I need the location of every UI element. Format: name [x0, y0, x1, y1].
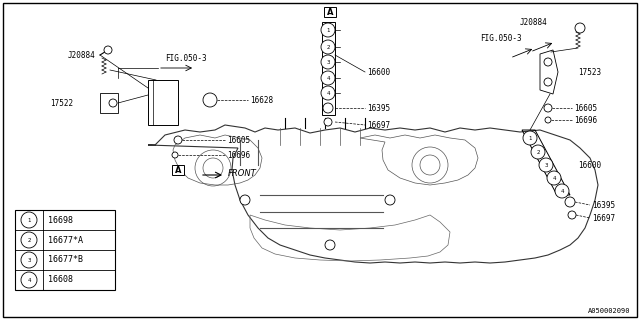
Circle shape	[321, 23, 335, 37]
Circle shape	[321, 55, 335, 69]
Circle shape	[544, 58, 552, 66]
Circle shape	[568, 211, 576, 219]
Text: 1: 1	[326, 28, 330, 33]
Bar	[324, 7, 336, 17]
Text: A050002090: A050002090	[588, 308, 630, 314]
Bar	[148, 80, 178, 125]
Text: 4: 4	[326, 91, 330, 95]
Circle shape	[172, 152, 178, 158]
Circle shape	[539, 158, 553, 172]
Circle shape	[203, 93, 217, 107]
Circle shape	[21, 252, 37, 268]
Circle shape	[544, 78, 552, 86]
Text: 2: 2	[28, 237, 31, 243]
Text: J20884: J20884	[520, 18, 548, 27]
Circle shape	[565, 197, 575, 207]
Text: A: A	[175, 165, 181, 174]
Circle shape	[109, 99, 117, 107]
Text: 4: 4	[326, 76, 330, 81]
Circle shape	[545, 117, 551, 123]
Text: 16395: 16395	[592, 201, 615, 210]
Bar	[15, 210, 115, 290]
Circle shape	[21, 272, 37, 288]
Circle shape	[240, 195, 250, 205]
Text: FIG.050-3: FIG.050-3	[165, 54, 207, 63]
Text: 4: 4	[552, 175, 556, 180]
Text: 2: 2	[326, 44, 330, 50]
Text: 3: 3	[544, 163, 548, 167]
Text: 2: 2	[536, 149, 540, 155]
Circle shape	[547, 171, 561, 185]
Circle shape	[174, 136, 182, 144]
Text: 16395: 16395	[367, 103, 390, 113]
Text: 4: 4	[560, 188, 564, 194]
Text: 16697: 16697	[592, 213, 615, 222]
Circle shape	[523, 131, 537, 145]
Text: 17523: 17523	[578, 68, 601, 76]
Text: 16600: 16600	[367, 68, 390, 76]
Circle shape	[21, 212, 37, 228]
Bar	[172, 165, 184, 175]
Text: J20884: J20884	[68, 51, 96, 60]
Circle shape	[325, 240, 335, 250]
Circle shape	[321, 86, 335, 100]
Text: 16696: 16696	[574, 116, 597, 124]
Text: FRONT: FRONT	[228, 169, 257, 178]
Circle shape	[385, 195, 395, 205]
Text: 4: 4	[28, 277, 31, 283]
Circle shape	[531, 145, 545, 159]
Circle shape	[104, 46, 112, 54]
Text: 16698: 16698	[48, 215, 73, 225]
Text: 16605: 16605	[574, 103, 597, 113]
Text: 16600: 16600	[578, 161, 601, 170]
Circle shape	[575, 23, 585, 33]
Circle shape	[321, 40, 335, 54]
Text: 17522: 17522	[50, 99, 73, 108]
Text: 16677*B: 16677*B	[48, 255, 83, 265]
Text: 3: 3	[326, 60, 330, 65]
Text: 16605: 16605	[227, 135, 250, 145]
Text: 16677*A: 16677*A	[48, 236, 83, 244]
Text: 1: 1	[28, 218, 31, 222]
Circle shape	[21, 232, 37, 248]
Text: A: A	[327, 7, 333, 17]
Circle shape	[321, 71, 335, 85]
Text: 16608: 16608	[48, 276, 73, 284]
Text: FIG.050-3: FIG.050-3	[480, 34, 522, 43]
Bar	[100, 93, 118, 113]
Circle shape	[544, 104, 552, 112]
Circle shape	[555, 184, 569, 198]
Text: 16697: 16697	[367, 121, 390, 130]
Circle shape	[324, 118, 332, 126]
Text: 16628: 16628	[250, 95, 273, 105]
Text: 3: 3	[28, 258, 31, 262]
Circle shape	[323, 103, 333, 113]
Text: 16696: 16696	[227, 150, 250, 159]
Text: 1: 1	[528, 135, 532, 140]
